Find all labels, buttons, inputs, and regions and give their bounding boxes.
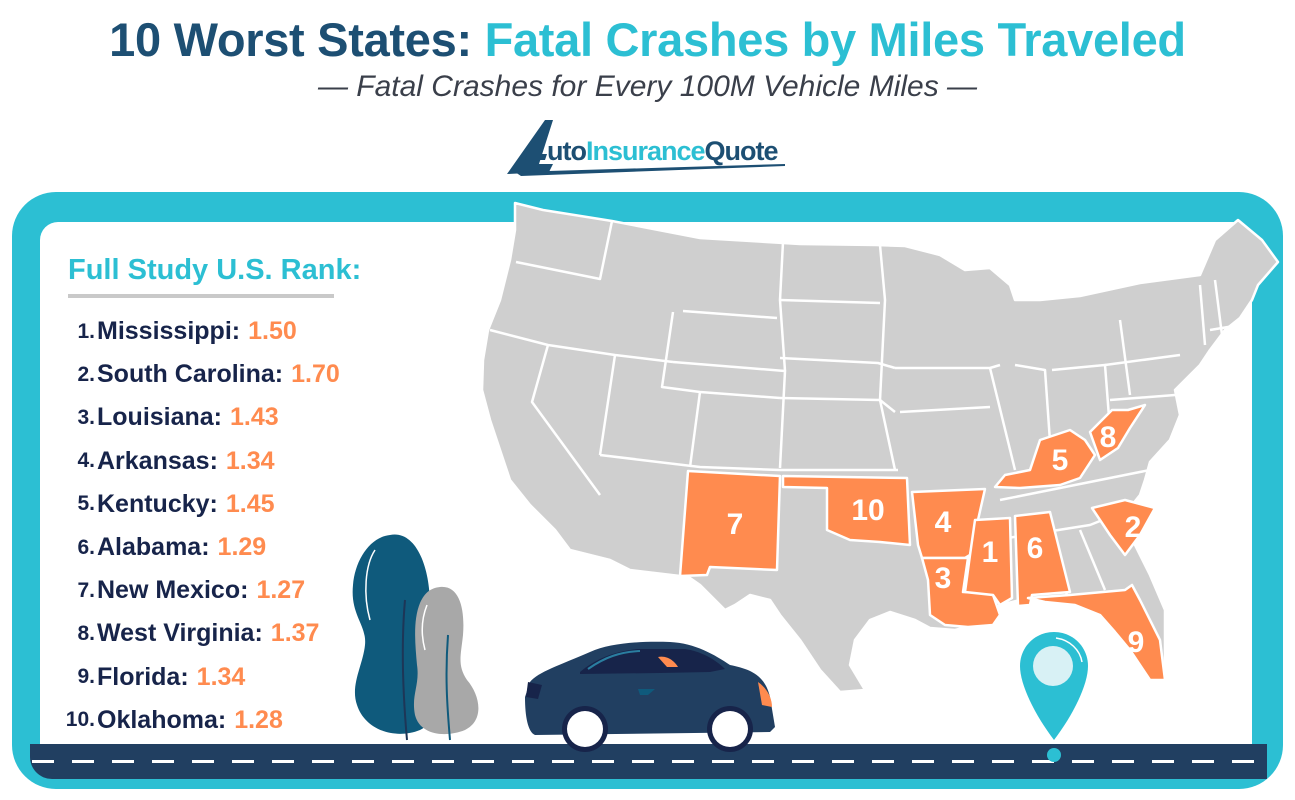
state-louisiana [920, 556, 1002, 629]
ranking-item: 7. New Mexico: 1.27 [77, 576, 306, 605]
ranking-item: 4. Arkansas: 1.34 [77, 446, 275, 475]
state-arkansas [910, 487, 987, 560]
ranking-divider [68, 294, 334, 298]
ranking-item: 3. Louisiana: 1.43 [77, 403, 279, 432]
label-arkansas: 4 [935, 506, 952, 539]
ranking-title: Full Study U.S. Rank: [68, 254, 362, 286]
title-dark-part: 10 Worst States: [109, 13, 472, 66]
ranking-item: 8. West Virginia: 1.37 [77, 619, 320, 648]
state-kentucky [993, 428, 1097, 490]
page-subtitle: — Fatal Crashes for Every 100M Vehicle M… [317, 70, 978, 103]
label-mississippi: 1 [982, 536, 999, 569]
ranking-item: 2. South Carolina: 1.70 [77, 360, 340, 389]
state-oklahoma [781, 474, 912, 547]
brand-logo: utoInsuranceQuote [505, 118, 795, 178]
label-florida: 9 [1128, 626, 1145, 659]
state-borders [489, 220, 1241, 606]
page-title: 10 Worst States: Fatal Crashes by Miles … [0, 12, 1295, 67]
tree-icon [352, 534, 479, 741]
label-louisiana: 3 [935, 562, 952, 595]
label-kentucky: 5 [1052, 444, 1069, 477]
label-west-virginia: 8 [1100, 421, 1117, 454]
logo-wordmark: utoInsuranceQuote [547, 136, 779, 166]
title-light-part: Fatal Crashes by Miles Traveled [484, 13, 1187, 66]
logo-swoosh-icon [507, 120, 785, 176]
label-alabama: 6 [1027, 532, 1044, 565]
ranking-item: 9. Florida: 1.34 [77, 662, 246, 691]
state-mississippi [963, 516, 1014, 607]
location-pin-icon [1020, 632, 1088, 762]
state-west-virginia [1088, 403, 1147, 462]
us-map: 7 10 4 3 1 6 2 5 8 9 [480, 201, 1280, 694]
label-south-carolina: 2 [1125, 511, 1142, 544]
ranking-item: 6. Alabama: 1.29 [77, 533, 267, 562]
label-new-mexico: 7 [727, 508, 744, 541]
ranking-item: 10. Oklahoma: 1.28 [65, 705, 283, 734]
state-new-mexico [678, 469, 782, 578]
car-icon [525, 641, 775, 752]
state-florida [1026, 583, 1167, 682]
label-oklahoma: 10 [851, 494, 884, 527]
ranking-item: 1. Mississippi: 1.50 [77, 317, 297, 346]
ranking-item: 5. Kentucky: 1.45 [77, 489, 275, 518]
state-south-carolina [1090, 498, 1157, 557]
road-lane-dashes [32, 760, 1257, 763]
ranking-list: 1. Mississippi: 1.50 2. South Carolina: 1.70… [60, 310, 340, 742]
state-alabama [1013, 510, 1072, 608]
